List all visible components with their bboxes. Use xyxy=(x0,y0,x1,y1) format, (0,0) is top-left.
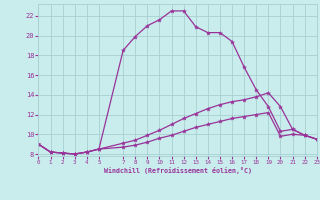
X-axis label: Windchill (Refroidissement éolien,°C): Windchill (Refroidissement éolien,°C) xyxy=(104,167,252,174)
